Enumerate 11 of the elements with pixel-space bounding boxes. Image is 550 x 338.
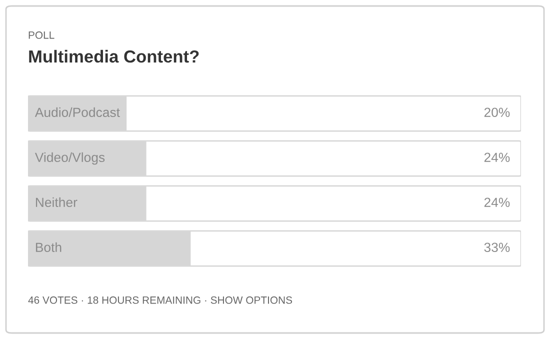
y-tick-label: Neither bbox=[36, 197, 78, 208]
data-label: 24% bbox=[484, 152, 510, 162]
y-tick-label: Audio/Podcast bbox=[34, 107, 120, 118]
text: 46 VOTES · 18 HOURS REMAINING · SHOW OPTIONS bbox=[28, 296, 292, 304]
chart-title: Multimedia Content? bbox=[29, 50, 199, 63]
data-label: 33% bbox=[484, 242, 510, 252]
data-label: 20% bbox=[484, 108, 510, 118]
y-tick-label: Both bbox=[36, 242, 62, 252]
data-label: 24% bbox=[484, 198, 510, 207]
y-tick-label: Video/Vlogs bbox=[34, 152, 105, 165]
chart-subtitle: POLL bbox=[28, 31, 54, 39]
